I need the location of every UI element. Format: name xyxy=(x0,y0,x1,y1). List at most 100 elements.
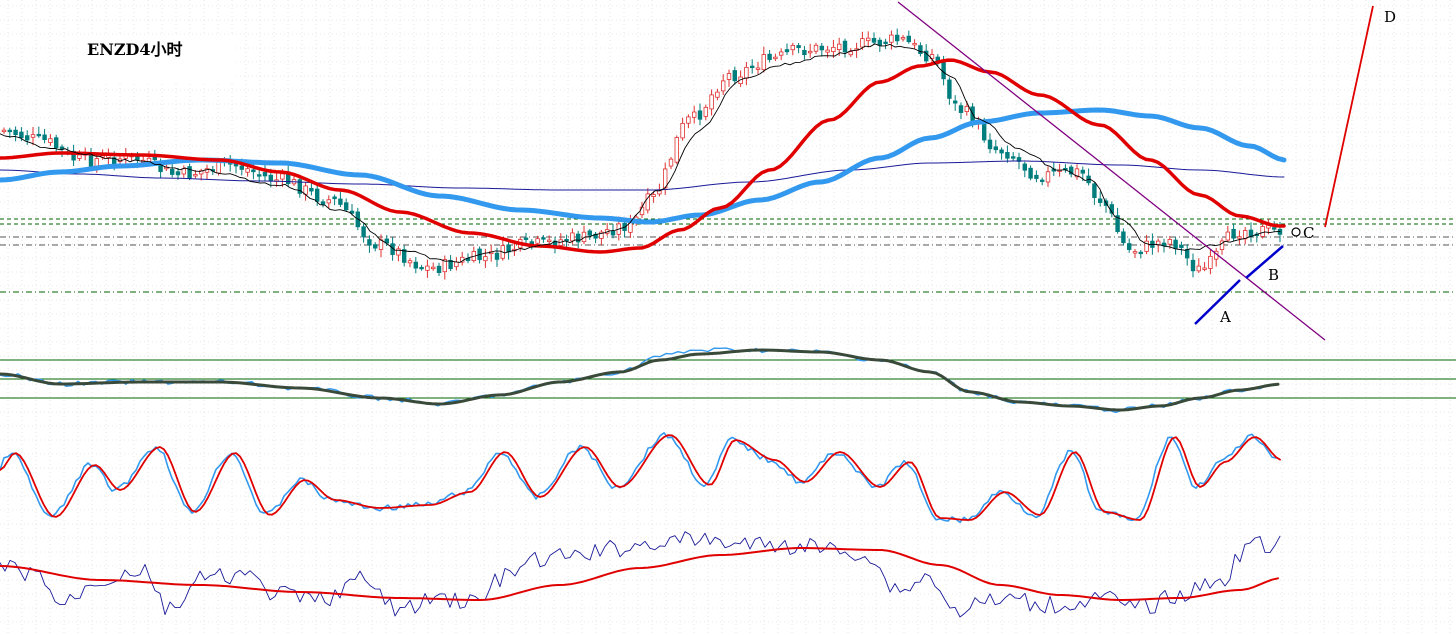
candle-body xyxy=(419,266,424,270)
candle-body xyxy=(7,129,12,133)
candle-body xyxy=(779,51,784,56)
candle-body xyxy=(1080,169,1085,174)
series-osc2-k xyxy=(0,432,1277,524)
candle-body xyxy=(48,138,53,143)
candle-body xyxy=(1185,249,1190,259)
candle-body xyxy=(396,248,401,256)
candle-body xyxy=(692,111,697,118)
point-c-marker xyxy=(1291,227,1301,237)
candle-body xyxy=(1005,152,1010,159)
trendline-resistance xyxy=(897,1,1326,341)
candle-body xyxy=(999,149,1004,154)
candle-body xyxy=(982,123,987,141)
candle-body xyxy=(343,202,349,211)
candle-body xyxy=(1138,251,1143,255)
candle-body xyxy=(251,169,256,173)
candle-body xyxy=(918,45,923,54)
candle-body xyxy=(1045,171,1051,183)
candle-body xyxy=(193,174,198,177)
candle-body xyxy=(1127,243,1132,250)
series-osc3-smooth xyxy=(0,547,1279,601)
candle-body xyxy=(24,135,30,141)
candle-body xyxy=(77,154,82,159)
candle-body xyxy=(1248,229,1254,238)
candle-body xyxy=(570,232,575,242)
candle-body xyxy=(958,105,964,113)
candle-body xyxy=(825,49,830,53)
label-a: A xyxy=(1219,308,1231,326)
candle-body xyxy=(1144,240,1149,252)
candle-body xyxy=(1092,183,1097,198)
candle-body xyxy=(54,137,59,149)
projection-line-d xyxy=(1324,5,1374,228)
candle-body xyxy=(1231,228,1236,239)
candle-body xyxy=(1028,167,1033,179)
chart-title: ENZD4小时 xyxy=(87,40,183,59)
label-c: C xyxy=(1303,224,1314,242)
candle-body xyxy=(448,259,453,270)
candle-body xyxy=(326,199,331,204)
candle-body xyxy=(866,37,871,42)
series-ma-long xyxy=(0,160,1285,191)
candle-body xyxy=(732,70,737,82)
candle-body xyxy=(181,168,186,175)
candle-body xyxy=(1237,236,1242,239)
series-osc1-fast xyxy=(0,347,1279,414)
candle-body xyxy=(19,131,24,139)
candle-body xyxy=(587,230,592,236)
candle-body xyxy=(808,50,813,54)
candle-body xyxy=(436,265,442,273)
candle-body xyxy=(1074,168,1080,178)
candle-body xyxy=(1225,231,1230,241)
candle-body xyxy=(239,165,244,170)
candle-body xyxy=(309,187,314,192)
candle-body xyxy=(663,168,668,189)
candle-body xyxy=(1098,198,1103,203)
candle-body xyxy=(454,261,459,268)
candle-body xyxy=(831,46,836,53)
candle-body xyxy=(703,106,708,117)
candle-body xyxy=(912,42,917,46)
candle-body xyxy=(245,168,250,173)
candle-body xyxy=(541,237,546,240)
candle-body xyxy=(384,238,389,244)
candle-body xyxy=(280,173,285,180)
candle-body xyxy=(953,100,958,104)
candle-body xyxy=(813,44,819,52)
candle-body xyxy=(338,198,343,205)
candle-body xyxy=(494,252,500,260)
candle-body xyxy=(755,67,761,70)
candle-body xyxy=(425,265,430,271)
candle-body xyxy=(1132,251,1138,254)
candle-body xyxy=(169,168,175,175)
candle-body xyxy=(401,249,407,263)
candle-body xyxy=(796,45,801,49)
candle-body xyxy=(320,201,326,205)
candle-body xyxy=(1121,231,1126,244)
candle-body xyxy=(42,134,47,141)
candle-body xyxy=(964,106,969,113)
support-line-b xyxy=(1245,245,1284,279)
candle-body xyxy=(71,150,76,161)
candle-body xyxy=(407,260,413,264)
candle-body xyxy=(13,129,18,136)
candle-body xyxy=(262,172,268,177)
candle-body xyxy=(697,110,703,120)
candle-body xyxy=(523,237,529,240)
candle-body xyxy=(599,231,604,239)
series-ma-mid xyxy=(0,58,1286,254)
candle-body xyxy=(1208,255,1213,269)
candle-body xyxy=(750,65,755,69)
candle-body xyxy=(686,116,691,124)
candle-body xyxy=(1040,179,1045,182)
candle-body xyxy=(303,185,308,195)
series-osc3-raw xyxy=(0,531,1281,618)
candle-body xyxy=(1272,227,1277,230)
candle-body xyxy=(784,49,790,53)
label-b: B xyxy=(1268,266,1279,284)
candle-body xyxy=(483,256,488,262)
candle-body xyxy=(645,193,650,211)
candle-body xyxy=(947,79,952,99)
candle-body xyxy=(187,166,192,179)
